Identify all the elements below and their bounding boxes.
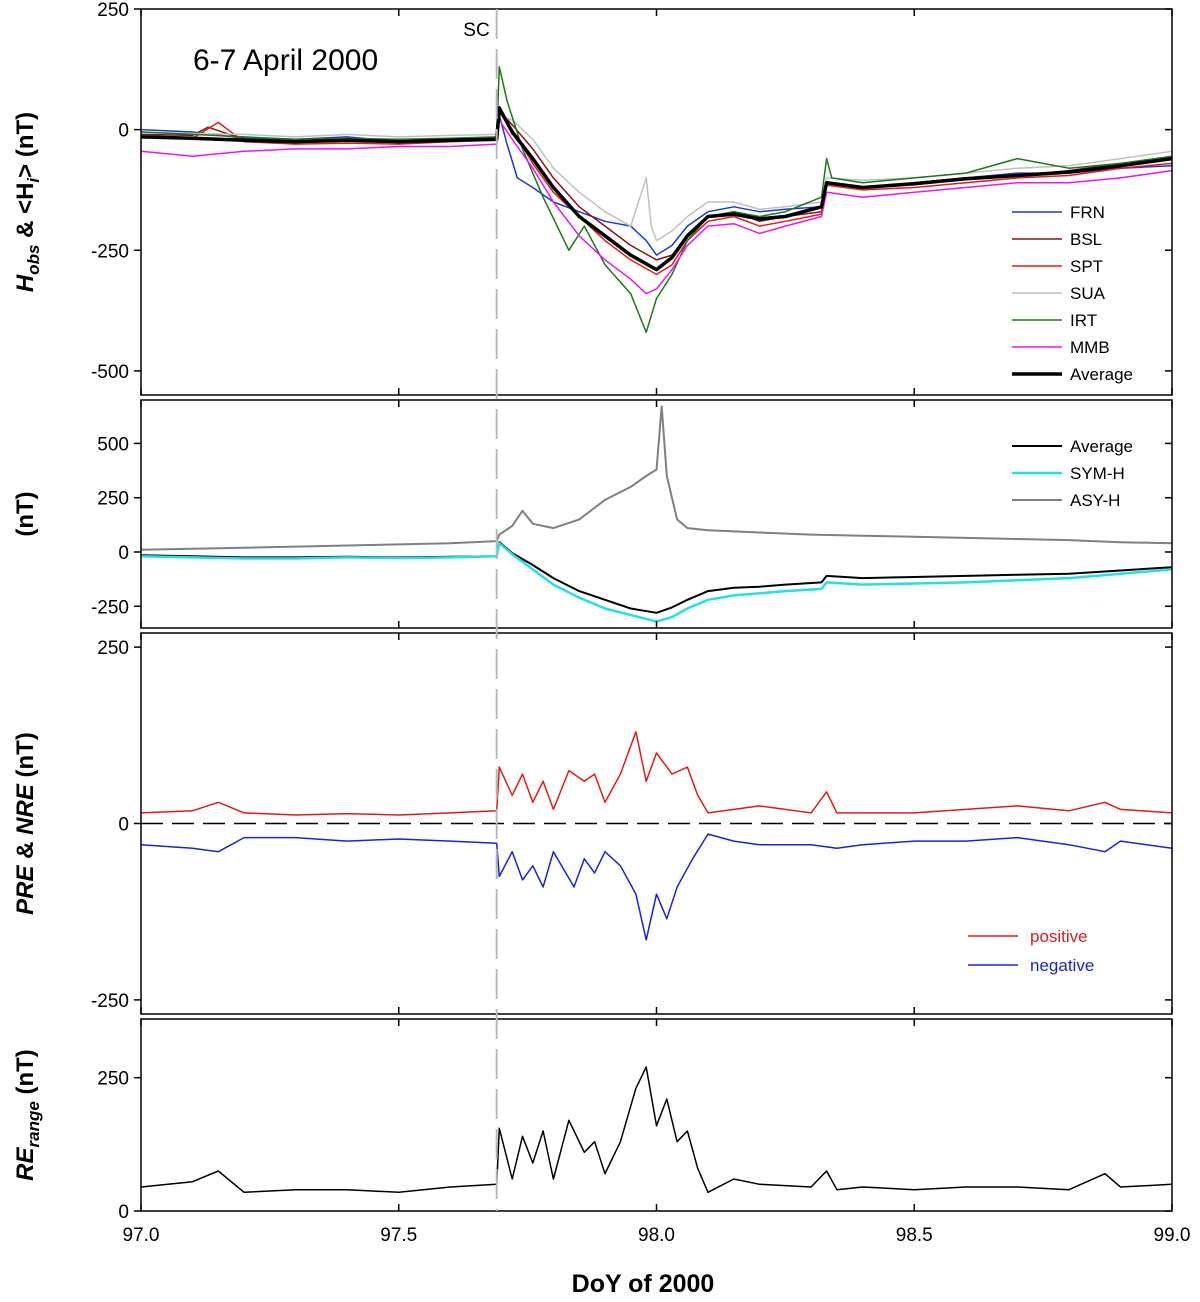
y-axis-title: PRE & NRE (nT) [12,732,39,915]
series-line-negative [141,833,1172,941]
panel-1: 250 0 -250 -500 Hobs & <Hi> (nT) FRN BSL SPT SUA… [12,0,1173,396]
y-tick-label: -250 [91,597,129,618]
x-tick-label: 97.0 [123,1225,160,1246]
legend-label: Average [1070,365,1133,384]
ylabel-part: H [12,274,39,292]
series-line-bsl [141,109,1172,261]
y-tick-label: 250 [97,638,129,659]
ylabel-part: PRE [12,865,39,915]
series-line-range [141,1066,1172,1194]
legend-label: negative [1030,956,1094,975]
ylabel-sub: obs [24,245,43,275]
legend-label: MMB [1070,338,1110,357]
ylabel-part: NRE [12,783,39,835]
series-line-positive [141,731,1172,816]
plot-frame [140,1018,1173,1212]
panel-2: 500 250 0 -250 (nT) Average SYM-H ASY-H [12,399,1173,629]
ylabel-sub: i [24,177,43,183]
ylabel-part: RE [12,1146,39,1180]
y-tick-label: 0 [118,1202,129,1223]
sc-label: SC [463,20,489,41]
ylabel-part: & [12,835,39,866]
legend-label: FRN [1070,203,1105,222]
y-tick-label: 250 [97,0,129,21]
y-tick-label: 0 [118,121,129,142]
ylabel-sub: range [24,1101,43,1147]
legend-label: Average [1070,437,1133,456]
legend-label: SYM-H [1070,464,1125,483]
series-line-spt [141,111,1172,276]
y-axis-title: RErange (nT) [12,1049,43,1181]
series-line-sua [141,114,1172,242]
ylabel-part: (nT) [12,1049,39,1101]
x-tick-label: 97.5 [380,1225,417,1246]
y-tick-label: 250 [97,489,129,510]
plot-frame [140,399,1173,629]
y-tick-label: -250 [91,241,129,262]
x-tick-label: 98.5 [896,1225,933,1246]
ylabel-part: > (nT) [12,112,39,178]
series-line-average [141,541,1172,614]
series-line-mmb [141,119,1172,295]
x-tick-label: 98.0 [638,1225,675,1246]
legend-label: IRT [1070,311,1097,330]
y-tick-label: 500 [97,434,129,455]
legend-label: ASY-H [1070,491,1120,510]
y-tick-label: 0 [118,815,129,836]
ylabel-part: & <H [12,183,39,245]
ylabel-part: (nT) [12,732,39,784]
y-axis-title: (nT) [12,491,39,536]
series-line-sym-h [141,542,1172,623]
legend-label: SUA [1070,284,1106,303]
y-axis-title: Hobs & <Hi> (nT) [12,112,43,292]
series-line-average [141,106,1172,272]
panel-3: 250 0 -250 PRE & NRE (nT) positive negative [12,632,1173,1015]
series-line-asy-h [141,405,1172,551]
y-tick-label: -250 [91,991,129,1012]
x-tick-label: 99.0 [1154,1225,1191,1246]
y-tick-label: 250 [97,1069,129,1090]
y-tick-label: -500 [91,362,129,383]
legend-label: positive [1030,927,1088,946]
series-line-irt [141,66,1172,334]
chart-title: 6-7 April 2000 [193,44,378,77]
legend-label: SPT [1070,257,1103,276]
x-axis-title: DoY of 2000 [572,1270,715,1298]
panel-4: 250 097.0 97.5 98.0 98.5 99.0 RErange (nT) [12,1018,1191,1246]
y-tick-label: 0 [118,543,129,564]
legend-label: BSL [1070,230,1102,249]
